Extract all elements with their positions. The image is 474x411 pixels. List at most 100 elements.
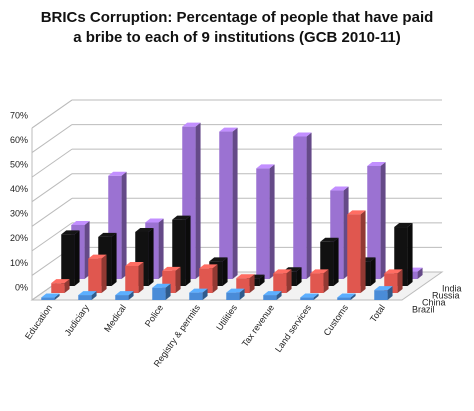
bar-side <box>202 288 208 300</box>
y-tick-label: 60% <box>10 135 28 145</box>
y-tick-label: 50% <box>10 160 28 170</box>
bar-side <box>306 132 312 279</box>
legend-label: Russia <box>432 290 460 300</box>
bar <box>61 234 75 286</box>
grid-line <box>31 148 73 178</box>
bar-side <box>148 227 154 286</box>
bar <box>310 273 324 293</box>
bar <box>41 297 55 300</box>
bar <box>263 295 277 300</box>
bar-side <box>232 127 238 279</box>
bar-top <box>273 269 292 274</box>
bar <box>273 273 287 293</box>
bar <box>88 258 102 293</box>
legend-label: China <box>422 297 446 307</box>
bar-side <box>397 269 403 293</box>
bar-top <box>293 132 312 137</box>
bar <box>189 292 203 300</box>
bar-top <box>367 161 386 166</box>
bar <box>152 287 166 300</box>
x-tick-label: Land services <box>273 302 313 354</box>
y-tick-label: 70% <box>10 110 28 120</box>
bar-side <box>138 261 144 293</box>
bar-top <box>78 291 97 296</box>
x-tick-label: Utilities <box>214 302 239 332</box>
bar-top <box>337 293 356 298</box>
bar <box>337 297 351 300</box>
grid-line <box>31 173 73 203</box>
bar-side <box>387 286 393 300</box>
bar-side <box>333 237 339 286</box>
bar-top <box>98 232 117 237</box>
bar <box>293 136 307 279</box>
bar-top <box>236 274 255 279</box>
bar-top <box>330 186 349 191</box>
bar-side <box>158 218 164 279</box>
bar-side <box>91 291 97 300</box>
bar-side <box>185 215 191 286</box>
bar-top <box>125 261 144 266</box>
bar <box>300 297 314 300</box>
legend-label: India <box>442 283 462 293</box>
x-tick-label: Tax revenue <box>240 303 276 349</box>
y-tick-label: 30% <box>10 209 28 219</box>
bar <box>226 292 240 300</box>
bar-top <box>219 127 238 132</box>
bar-side <box>239 288 245 300</box>
bar-top <box>71 220 90 225</box>
bar-side <box>165 283 171 300</box>
bar-top <box>88 254 107 259</box>
bar-top <box>189 288 208 293</box>
bar-top <box>162 266 181 271</box>
bar-side <box>360 210 366 293</box>
bar <box>78 295 92 300</box>
bar-top <box>209 257 228 262</box>
bar-side <box>370 257 376 286</box>
x-tick-label: Judiciary <box>63 302 92 337</box>
bar-side <box>276 291 282 300</box>
bar <box>199 268 213 293</box>
bar-side <box>64 279 70 293</box>
bar-side <box>417 267 423 279</box>
bar-top <box>135 227 154 232</box>
bar-top <box>61 230 80 235</box>
bar-side <box>222 257 228 286</box>
bar-top <box>145 218 164 223</box>
bar-side <box>74 230 80 286</box>
x-tick-label: Total <box>368 303 387 324</box>
bar-top <box>172 215 191 220</box>
bar-side <box>249 274 255 293</box>
bar-top <box>199 264 218 269</box>
chart-title: a bribe to each of 9 institutions (GCB 2… <box>73 29 401 46</box>
bar-top <box>394 223 413 228</box>
bar-side <box>296 267 302 286</box>
legend-label: Brazil <box>412 304 435 314</box>
bar <box>219 131 233 279</box>
x-tick-label: Education <box>23 303 54 342</box>
x-tick-label: Police <box>143 303 165 329</box>
bar-side <box>350 293 356 300</box>
bar-side <box>54 293 60 300</box>
bar-top <box>263 291 282 296</box>
bar-side <box>407 223 413 286</box>
bar <box>374 290 388 300</box>
x-tick-label: Medical <box>102 303 128 334</box>
bar-side <box>323 269 329 293</box>
bar-top <box>256 164 275 169</box>
bar <box>125 265 139 293</box>
bar-side <box>286 269 292 293</box>
y-tick-label: 40% <box>10 184 28 194</box>
bar-top <box>51 279 70 284</box>
grid-line <box>31 124 73 153</box>
bar-top <box>310 269 329 274</box>
bar-side <box>269 164 275 279</box>
bar-top <box>320 237 339 242</box>
y-tick-label: 20% <box>10 233 28 243</box>
grid-line <box>31 197 73 227</box>
bar-side <box>380 161 386 279</box>
bar <box>256 168 270 279</box>
bar-top <box>374 286 393 291</box>
bar-side <box>121 171 127 279</box>
bar <box>347 214 361 293</box>
